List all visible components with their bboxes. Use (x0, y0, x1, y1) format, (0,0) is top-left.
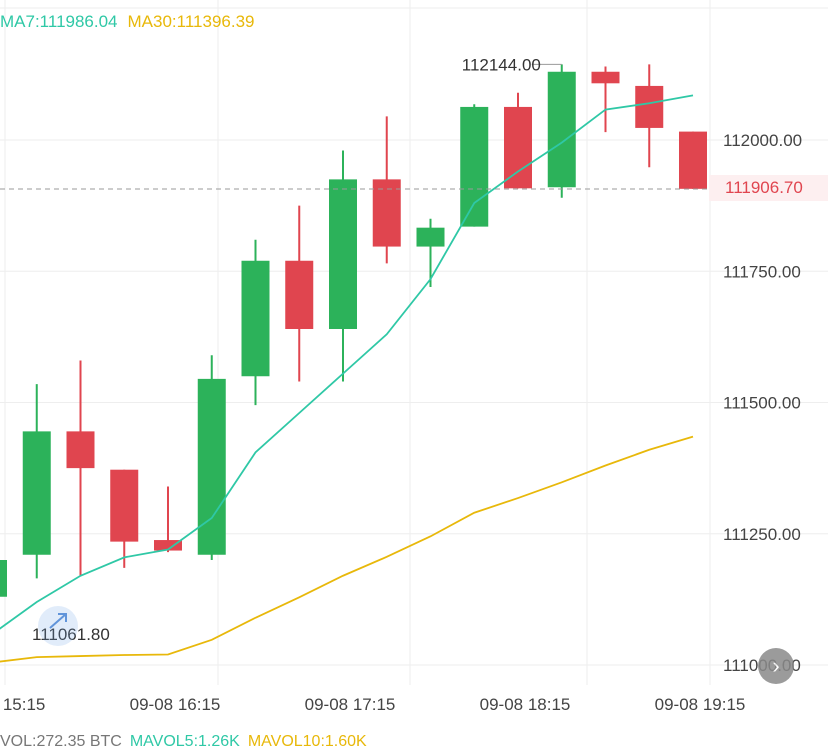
x-tick-label: 09-08 18:15 (480, 695, 571, 714)
candle-down (591, 71, 620, 84)
x-tick-label: 09-08 19:15 (655, 695, 746, 714)
current-price-tag: 111906.70 (709, 175, 828, 201)
chevrons-right-icon[interactable]: › (758, 648, 794, 684)
y-tick-label: 112000.00 (723, 131, 802, 150)
mavol5-label: MAVOL5:1.26K (129, 733, 240, 750)
candle-up (0, 560, 7, 597)
candle-up (22, 431, 51, 555)
x-tick-label: 09-08 17:15 (305, 695, 396, 714)
volume-legend: VOL:272.35 BTC MAVOL5:1.26K MAVOL10:1.60K (0, 733, 375, 751)
y-tick-label: 111750.00 (723, 262, 801, 281)
low-label: 111061.80 (32, 625, 110, 644)
ma7-legend: MA7:111986.04 (0, 12, 118, 31)
candle-up (547, 71, 576, 188)
candle-down (154, 540, 182, 551)
candle-up (416, 227, 445, 247)
candle-up (241, 260, 270, 377)
low-marker-icon (38, 606, 78, 646)
y-tick-label: 111500.00 (723, 394, 801, 413)
mavol10-label: MAVOL10:1.60K (247, 733, 367, 750)
y-tick-label: 111250.00 (723, 525, 801, 544)
candle-down (285, 260, 314, 329)
candle-down (504, 106, 532, 189)
high-label: 112144.00 (462, 55, 541, 74)
candle-down (372, 179, 401, 247)
ma30-line (0, 435, 694, 663)
ma-legend: MA7:111986.04 MA30:111396.39 (0, 12, 264, 32)
candle-down (110, 469, 139, 542)
ma7-line (0, 94, 694, 630)
x-tick-label: 09-08 15:15 (0, 695, 45, 714)
candle-down (679, 131, 707, 189)
ma30-legend: MA30:111396.39 (127, 12, 255, 31)
low-marker-arrow (49, 613, 67, 629)
candle-up (329, 179, 357, 329)
x-tick-label: 09-08 16:15 (130, 695, 221, 714)
candle-up (460, 106, 489, 227)
candle-down (66, 431, 95, 469)
vol-label: VOL:272.35 BTC (0, 733, 122, 750)
candle-up (197, 378, 226, 555)
candle-down (635, 85, 664, 128)
